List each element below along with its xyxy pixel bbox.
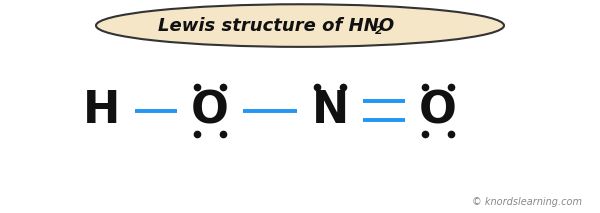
Ellipse shape: [96, 4, 504, 47]
Text: 2: 2: [375, 26, 383, 36]
Text: O: O: [191, 89, 229, 132]
Text: N: N: [311, 89, 349, 132]
Text: H: H: [83, 89, 121, 132]
Text: © knordslearning.com: © knordslearning.com: [472, 197, 582, 207]
Text: Lewis structure of HNO: Lewis structure of HNO: [158, 17, 394, 35]
Text: O: O: [419, 89, 457, 132]
